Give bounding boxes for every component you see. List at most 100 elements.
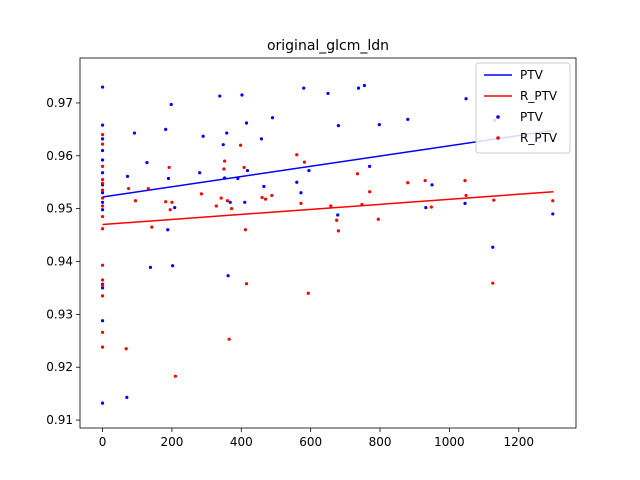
data-point-r-ptv bbox=[146, 186, 150, 191]
data-point-r-ptv bbox=[150, 225, 154, 229]
data-point-r-ptv bbox=[329, 204, 333, 208]
data-point-ptv bbox=[262, 184, 266, 189]
data-point-r-ptv bbox=[406, 181, 410, 185]
data-point-ptv bbox=[226, 274, 230, 278]
data-point-r-ptv bbox=[376, 217, 380, 221]
data-point-ptv bbox=[356, 86, 361, 90]
x-tick-label: 800 bbox=[369, 435, 392, 449]
data-point-r-ptv bbox=[100, 214, 105, 219]
data-point-ptv bbox=[164, 127, 168, 131]
y-tick-label: 0.97 bbox=[46, 96, 73, 110]
data-point-r-ptv bbox=[170, 200, 174, 204]
data-point-ptv bbox=[201, 134, 205, 138]
data-point-ptv bbox=[173, 205, 177, 210]
data-point-ptv bbox=[148, 265, 153, 269]
data-point-ptv bbox=[236, 176, 240, 181]
data-point-ptv bbox=[100, 200, 105, 204]
data-point-r-ptv bbox=[429, 205, 433, 209]
legend-label-ptv: PTV bbox=[520, 68, 544, 82]
data-point-r-ptv bbox=[263, 197, 268, 201]
data-point-r-ptv bbox=[133, 199, 138, 203]
legend: PTV R_PTV PTV R_PTV bbox=[475, 62, 571, 154]
x-tick-label: 1000 bbox=[434, 435, 465, 449]
legend-label-ptv: PTV bbox=[520, 110, 544, 124]
data-point-ptv bbox=[223, 176, 227, 180]
data-point-r-ptv bbox=[302, 160, 307, 164]
data-point-ptv bbox=[302, 86, 306, 90]
data-point-r-ptv bbox=[464, 193, 468, 198]
data-point-ptv bbox=[295, 180, 299, 184]
data-point-ptv bbox=[166, 176, 171, 181]
data-point-ptv bbox=[430, 183, 434, 187]
data-point-ptv bbox=[299, 191, 303, 195]
data-point-ptv bbox=[243, 200, 247, 204]
legend-box bbox=[475, 62, 571, 154]
data-point-r-ptv bbox=[100, 345, 105, 349]
data-point-ptv bbox=[240, 93, 244, 97]
data-point-r-ptv bbox=[100, 263, 105, 267]
data-point-r-ptv bbox=[100, 196, 105, 200]
data-point-r-ptv bbox=[100, 283, 105, 287]
data-point-r-ptv bbox=[306, 291, 310, 295]
data-point-r-ptv bbox=[243, 228, 248, 232]
data-point-r-ptv bbox=[244, 282, 249, 286]
data-point-ptv bbox=[336, 213, 340, 217]
x-tick-label: 600 bbox=[299, 435, 322, 449]
data-point-ptv bbox=[245, 168, 250, 173]
data-point-r-ptv bbox=[225, 199, 230, 203]
y-axis-ticks: 0.91 0.92 0.93 0.94 0.95 0.96 0.97 bbox=[46, 96, 80, 427]
data-point-ptv bbox=[100, 401, 105, 405]
legend-label-r-ptv: R_PTV bbox=[520, 89, 558, 103]
chart-title: original_glcm_ldn bbox=[267, 38, 389, 54]
data-point-ptv bbox=[100, 319, 105, 323]
data-point-ptv bbox=[221, 143, 225, 147]
data-point-r-ptv bbox=[100, 142, 105, 146]
data-point-ptv bbox=[125, 395, 129, 399]
data-point-ptv bbox=[145, 161, 149, 165]
data-point-ptv bbox=[463, 201, 467, 205]
data-point-r-ptv bbox=[336, 229, 341, 233]
data-point-ptv bbox=[125, 174, 130, 178]
data-point-r-ptv bbox=[335, 218, 339, 222]
data-point-ptv bbox=[100, 191, 105, 195]
data-point-r-ptv bbox=[100, 164, 105, 168]
data-point-ptv bbox=[368, 164, 372, 168]
data-point-r-ptv bbox=[100, 204, 105, 208]
data-point-r-ptv bbox=[100, 181, 105, 185]
y-tick-label: 0.96 bbox=[46, 149, 73, 163]
data-point-ptv bbox=[132, 131, 137, 135]
data-point-ptv bbox=[169, 102, 173, 107]
data-point-r-ptv bbox=[219, 196, 223, 200]
data-point-r-ptv bbox=[100, 278, 105, 282]
data-point-ptv bbox=[225, 131, 229, 135]
data-point-r-ptv bbox=[260, 195, 264, 200]
y-tick-label: 0.94 bbox=[46, 255, 73, 269]
y-tick-label: 0.91 bbox=[46, 413, 73, 427]
data-point-r-ptv bbox=[100, 330, 105, 334]
data-point-r-ptv bbox=[167, 165, 171, 170]
y-tick-label: 0.93 bbox=[46, 307, 73, 321]
data-point-ptv bbox=[259, 137, 264, 141]
data-point-r-ptv bbox=[491, 281, 495, 285]
data-point-r-ptv bbox=[229, 207, 234, 211]
data-point-r-ptv bbox=[199, 192, 203, 196]
data-point-r-ptv bbox=[355, 172, 360, 176]
legend-label-r-ptv: R_PTV bbox=[520, 131, 558, 145]
data-point-r-ptv bbox=[463, 179, 467, 183]
data-point-r-ptv bbox=[295, 153, 299, 157]
legend-marker-r-ptv bbox=[496, 136, 500, 140]
x-axis-ticks: 0 200 400 600 800 1000 1200 bbox=[99, 428, 534, 449]
y-tick-label: 0.95 bbox=[46, 202, 73, 216]
data-point-ptv bbox=[424, 205, 428, 210]
data-point-ptv bbox=[100, 148, 105, 153]
data-point-ptv bbox=[100, 286, 105, 290]
data-point-r-ptv bbox=[360, 202, 364, 207]
data-point-r-ptv bbox=[423, 179, 427, 183]
data-point-ptv bbox=[551, 212, 555, 216]
data-point-r-ptv bbox=[299, 201, 303, 205]
data-point-ptv bbox=[362, 83, 367, 88]
data-point-ptv bbox=[100, 137, 105, 141]
data-point-ptv bbox=[198, 171, 202, 175]
data-point-r-ptv bbox=[168, 208, 172, 212]
